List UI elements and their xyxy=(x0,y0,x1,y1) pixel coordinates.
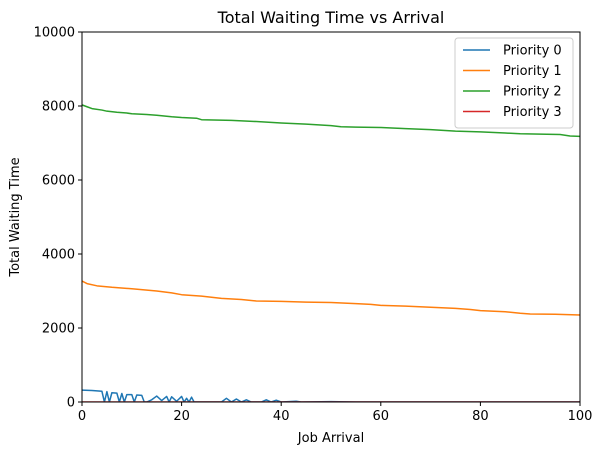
y-tick-label: 10000 xyxy=(34,26,75,41)
plot-area xyxy=(81,31,581,403)
legend-label-priority-0: Priority 0 xyxy=(503,44,562,59)
legend: Priority 0 Priority 1 Priority 2 Priority 3 xyxy=(454,37,574,129)
x-axis: 0 20 40 60 80 100 xyxy=(78,402,593,424)
plot-frame xyxy=(81,31,581,403)
x-tick-label: 0 xyxy=(78,409,86,424)
legend-label-priority-1: Priority 1 xyxy=(503,64,562,79)
y-tick-label: 6000 xyxy=(42,174,75,189)
series-line-priority-2 xyxy=(82,104,580,138)
x-tick-label: 60 xyxy=(373,409,390,424)
legend-box xyxy=(454,37,574,129)
x-tick-label: 20 xyxy=(173,409,190,424)
y-tick-label: 2000 xyxy=(42,322,75,337)
y-axis: 0 2000 4000 6000 8000 10000 xyxy=(34,26,82,411)
series-line-priority-1 xyxy=(82,280,580,316)
y-axis-label: Total Waiting Time xyxy=(8,157,23,277)
legend-label-priority-3: Priority 3 xyxy=(503,105,562,120)
y-tick-label: 8000 xyxy=(42,100,75,115)
x-axis-label: Job Arrival xyxy=(297,431,364,446)
y-tick-label: 4000 xyxy=(42,248,75,263)
chart-title: Total Waiting Time vs Arrival xyxy=(217,8,445,27)
y-tick-label: 0 xyxy=(67,396,75,411)
legend-label-priority-2: Priority 2 xyxy=(503,85,562,100)
x-tick-label: 100 xyxy=(568,409,593,424)
x-tick-label: 40 xyxy=(273,409,290,424)
x-tick-label: 80 xyxy=(472,409,489,424)
